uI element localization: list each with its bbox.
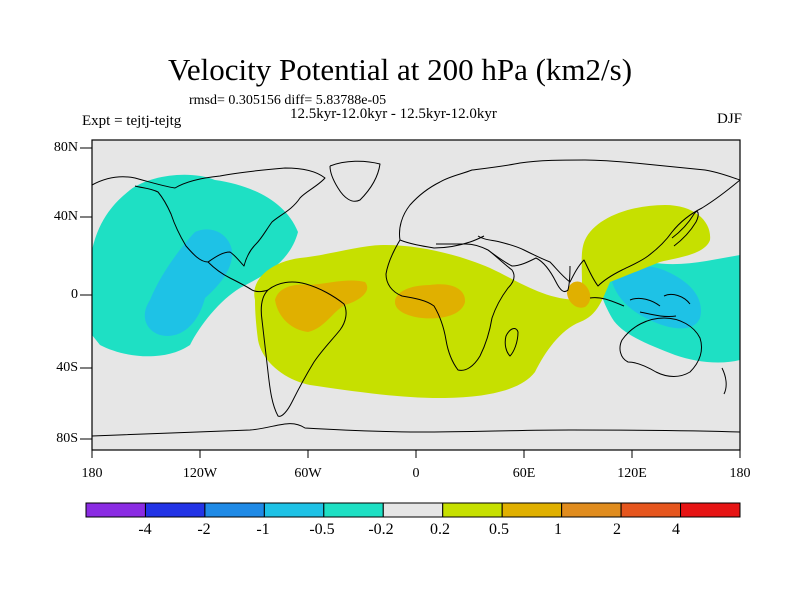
coastline-asia-east (477, 179, 740, 287)
colorbar-label: -2 (197, 521, 211, 538)
y-tick-label-40s: 40S (56, 360, 78, 375)
colorbar-label: -0.2 (368, 521, 394, 538)
x-tick-label-120e: 120E (617, 466, 647, 481)
x-tick-label-180w: 180 (81, 466, 103, 481)
periods-label: 12.5kyr-12.0kyr - 12.5kyr-12.0kyr (290, 106, 497, 122)
y-tick-label-80s: 80S (56, 431, 78, 446)
colorbar-segment (561, 502, 622, 518)
colorbar-segment (323, 502, 384, 518)
contour-region-africa-max (395, 284, 466, 319)
colorbar-segment (85, 502, 146, 518)
colorbar (85, 502, 741, 518)
coastline-central-america (207, 261, 269, 292)
coastline-north-america (92, 167, 326, 267)
colorbar-segment (144, 502, 206, 518)
y-tick-label-40n: 40N (53, 209, 78, 224)
coastline-eurasia (399, 159, 740, 241)
colorbar-label: 0.2 (430, 521, 450, 538)
coastline-greenland (329, 160, 381, 202)
coastline-australia (619, 317, 703, 377)
x-tick-label-60w: 60W (294, 466, 322, 481)
coastline-antarctica (92, 423, 740, 437)
colorbar-segment (263, 502, 325, 518)
x-tick-label-60e: 60E (512, 466, 536, 481)
experiment-label: Expt = tejtj-tejtg (82, 113, 182, 129)
coastline-madagascar (504, 328, 519, 357)
coastline-indonesia (589, 293, 691, 317)
contour-region-south-america-max (275, 280, 368, 332)
colorbar-label: -0.5 (309, 521, 335, 538)
colorbar-label: 1 (554, 521, 562, 538)
colorbar-label: 2 (613, 521, 621, 538)
x-axis-ticks (91, 450, 741, 458)
coastline-japan (671, 211, 699, 247)
colorbar-label: 4 (672, 521, 680, 538)
colorbar-segment (501, 502, 563, 518)
colorbar-label: -4 (138, 521, 152, 538)
season-label: DJF (716, 111, 742, 127)
coastline-mediterranean (399, 235, 485, 249)
contour-region-tropical-positive (254, 205, 711, 398)
colorbar-segment (442, 502, 503, 518)
coastline-south-america (260, 281, 347, 417)
colorbar-label: -1 (256, 521, 270, 538)
x-tick-label-0: 0 (412, 466, 420, 481)
contour-region-indian-ocean-max (567, 281, 591, 308)
y-tick-label-0: 0 (71, 287, 78, 302)
x-tick-label-180e: 180 (729, 466, 751, 481)
contour-fill-layer (92, 174, 740, 398)
x-tick-label-120w: 120W (182, 466, 218, 481)
map-title: Velocity Potential at 200 hPa (km2/s) (167, 52, 633, 87)
colorbar-label: 0.5 (489, 521, 509, 538)
colorbar-segment (620, 502, 682, 518)
colorbar-segment (382, 502, 444, 518)
y-tick-label-80n: 80N (53, 140, 78, 155)
stats-label: rmsd= 0.305156 diff= 5.83788e-05 (189, 93, 387, 108)
coastline-new-zealand (721, 367, 727, 395)
colorbar-segment (680, 502, 741, 518)
contour-region-eastern-pacific-core (144, 229, 233, 336)
coastlines (92, 159, 740, 437)
coastline-arabia-india (487, 249, 571, 293)
colorbar-segment (204, 502, 265, 518)
contour-region-western-pacific-core (612, 266, 701, 329)
y-axis-ticks (80, 147, 92, 440)
